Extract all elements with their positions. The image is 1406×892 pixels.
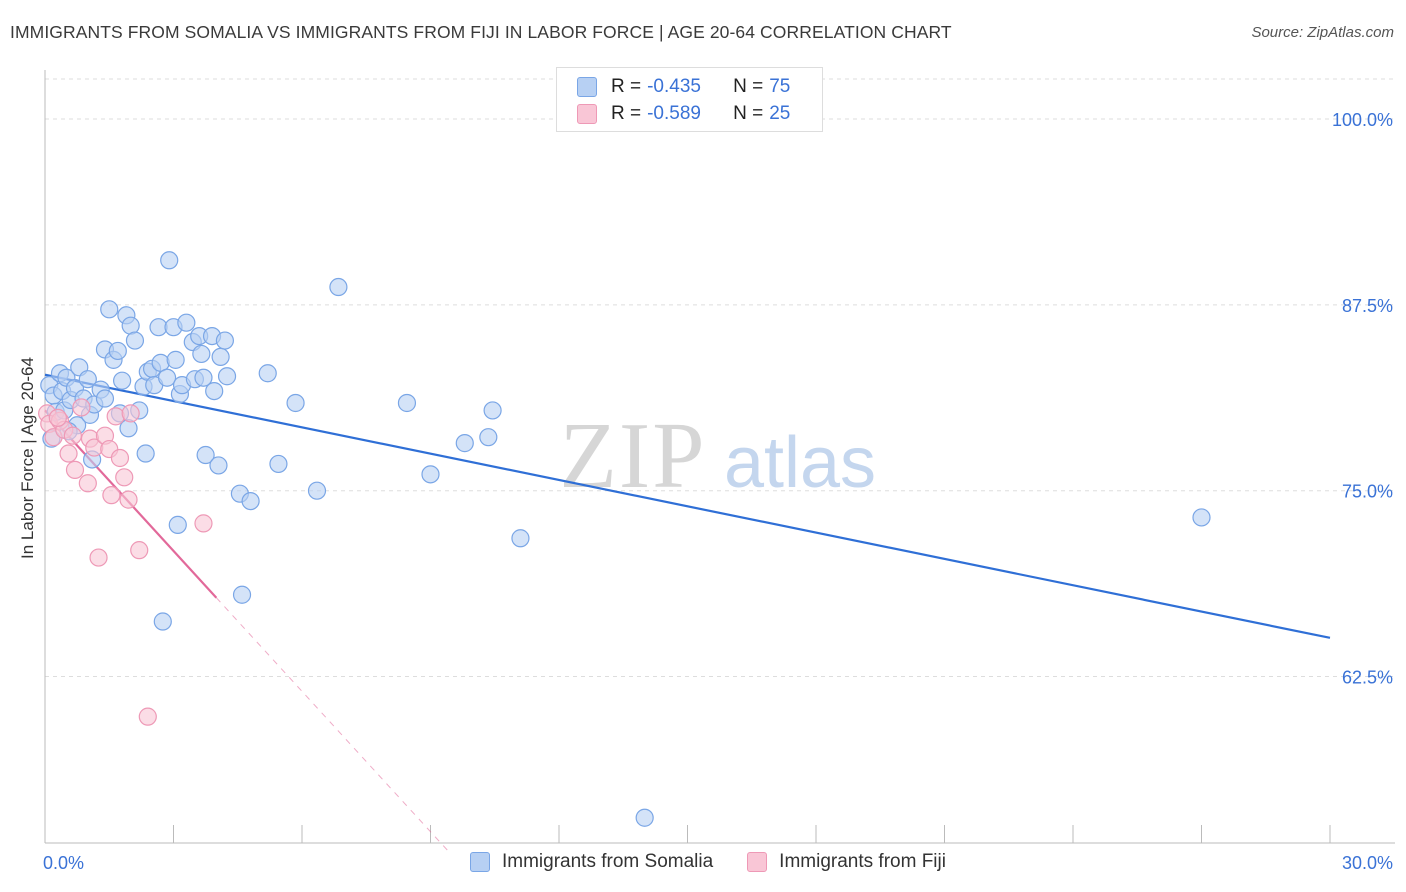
somalia-point — [397, 393, 417, 413]
fiji-point — [78, 474, 97, 493]
somalia-point — [215, 331, 234, 350]
somalia-point — [125, 331, 145, 350]
somalia-point — [455, 434, 474, 453]
r-value: -0.589 — [647, 103, 701, 124]
fiji-point — [121, 404, 140, 423]
fiji-swatch — [747, 852, 768, 872]
series-legend: Immigrants from Somalia Immigrants from … — [470, 851, 980, 873]
axes — [44, 70, 1395, 844]
fiji-point — [65, 460, 85, 479]
somalia-point — [483, 401, 502, 420]
somalia-point — [194, 368, 213, 387]
somalia-point — [269, 454, 288, 474]
x-tick-label: 0.0% — [43, 853, 84, 873]
somalia-point — [211, 347, 230, 367]
fiji-point — [130, 541, 149, 560]
n-label: N = — [733, 103, 764, 124]
fiji-point — [89, 548, 108, 567]
somalia-point — [112, 371, 132, 390]
x-tick-label: 30.0% — [1342, 853, 1393, 873]
n-value: 75 — [769, 76, 791, 97]
trend-line-fiji-extension — [215, 597, 449, 851]
fiji-point — [48, 408, 67, 427]
fiji-point — [72, 398, 91, 417]
watermark-zip: ZIP — [560, 404, 707, 508]
somalia-point — [166, 350, 185, 369]
n-label: N = — [733, 76, 764, 97]
somalia-point — [100, 300, 119, 319]
y-tick-label: 87.5% — [1342, 296, 1393, 316]
somalia-point — [241, 491, 260, 511]
somalia-swatch — [577, 77, 597, 97]
legend-row-somalia: R = -0.435 N = 75 — [577, 75, 790, 99]
y-tick-label: 75.0% — [1342, 482, 1393, 502]
somalia-point — [479, 428, 498, 447]
grid-lines — [45, 78, 1395, 678]
y-tick-label: 62.5% — [1342, 668, 1393, 688]
source-label: Source: ZipAtlas.com — [1251, 24, 1394, 41]
somalia-point — [286, 393, 305, 413]
somalia-point — [232, 585, 252, 604]
correlation-legend: R = -0.435 N = 75 R = -0.589 N = 25 — [556, 67, 823, 132]
r-value: -0.435 — [647, 76, 701, 97]
y-axis-label: In Labor Force | Age 20-64 — [18, 357, 37, 559]
fiji-point — [106, 407, 125, 426]
somalia-point — [95, 389, 115, 408]
somalia-point — [119, 419, 138, 438]
somalia-point — [78, 370, 97, 389]
somalia-point — [217, 367, 237, 386]
r-label: R = — [611, 76, 642, 97]
legend-row-fiji: R = -0.589 N = 25 — [577, 102, 790, 126]
watermark: ZIP atlas — [560, 404, 877, 508]
somalia-point — [209, 456, 228, 475]
fiji-point — [138, 707, 157, 726]
somalia-point — [192, 344, 211, 364]
fiji-point — [119, 490, 138, 509]
tick-labels: 62.5% 75.0% 87.5% 100.0% 0.0% 30.0% — [43, 110, 1393, 873]
somalia-point — [136, 444, 155, 463]
fiji-point — [59, 444, 78, 463]
somalia-point — [153, 612, 172, 631]
somalia-point — [108, 341, 127, 361]
fiji-swatch — [577, 104, 597, 124]
somalia-point — [196, 445, 215, 465]
y-tick-label: 100.0% — [1332, 110, 1393, 130]
somalia-point — [421, 465, 440, 484]
chart-title: IMMIGRANTS FROM SOMALIA VS IMMIGRANTS FR… — [10, 22, 952, 42]
fiji-point — [194, 514, 213, 533]
legend-label-somalia: Immigrants from Somalia — [502, 851, 714, 872]
fiji-point — [63, 426, 82, 445]
somalia-point — [329, 277, 348, 297]
somalia-point — [157, 368, 177, 387]
somalia-point — [635, 808, 654, 827]
somalia-point — [258, 364, 277, 383]
somalia-point — [511, 529, 530, 548]
trend-line-somalia — [44, 373, 1331, 639]
data-points — [38, 251, 1211, 827]
somalia-point — [160, 251, 179, 270]
fiji-point — [110, 448, 130, 468]
fiji-point — [102, 486, 121, 505]
somalia-point — [205, 381, 224, 401]
r-label: R = — [611, 103, 642, 124]
watermark-atlas: atlas — [724, 423, 876, 503]
somalia-point — [168, 515, 187, 534]
somalia-point — [307, 481, 327, 500]
n-value: 25 — [769, 103, 791, 124]
somalia-point — [177, 313, 196, 332]
legend-item-somalia: Immigrants from Somalia — [470, 851, 713, 873]
legend-label-fiji: Immigrants from Fiji — [779, 851, 946, 872]
somalia-point — [1192, 508, 1211, 527]
somalia-swatch — [470, 852, 490, 872]
legend-item-fiji: Immigrants from Fiji — [747, 851, 946, 873]
fiji-point — [115, 468, 134, 487]
